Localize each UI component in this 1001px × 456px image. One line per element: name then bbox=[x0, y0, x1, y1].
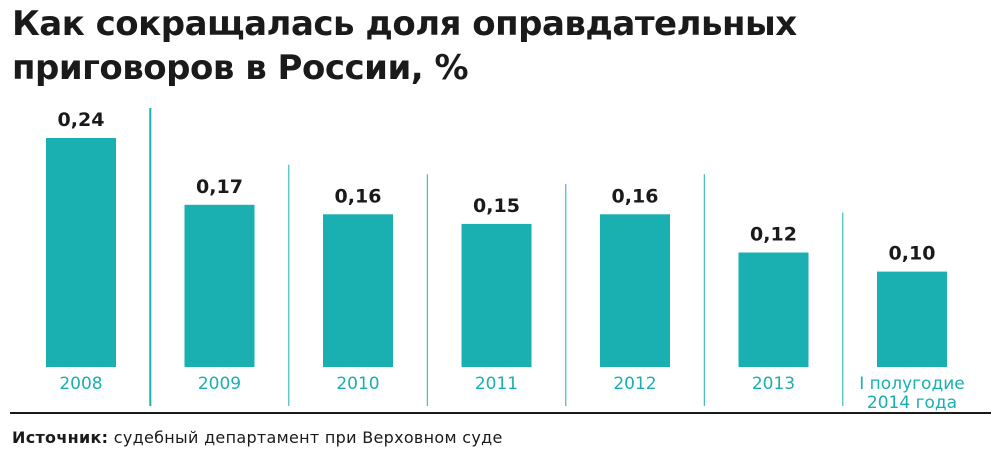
x-tick-label-3: 2011 bbox=[475, 374, 518, 394]
value-label-4: 0,16 bbox=[612, 185, 659, 207]
x-tick-label-6: I полугодие 2014 года bbox=[859, 374, 964, 413]
column-separators bbox=[149, 108, 844, 406]
x-tick-label-1: 2009 bbox=[198, 374, 241, 394]
source-label: Источник: bbox=[12, 428, 109, 447]
value-label-2: 0,16 bbox=[335, 185, 382, 207]
bars-group bbox=[46, 138, 947, 367]
bar-1 bbox=[184, 204, 255, 367]
value-label-6: 0,10 bbox=[889, 243, 936, 265]
bar-3 bbox=[461, 223, 532, 367]
x-tick-label-2: 2010 bbox=[336, 374, 379, 394]
x-tick-label-0: 2008 bbox=[59, 374, 102, 394]
x-tick-label-5: 2013 bbox=[752, 374, 795, 394]
bar-5 bbox=[738, 252, 809, 367]
source-text: судебный департамент при Верховном суде bbox=[113, 428, 503, 447]
x-tick-label-4: 2012 bbox=[613, 374, 656, 394]
chart-title: Как сокращалась доля оправдательных приг… bbox=[12, 4, 797, 88]
value-label-3: 0,15 bbox=[473, 195, 520, 217]
bar-2 bbox=[323, 214, 393, 367]
source-note: Источник: судебный департамент при Верхо… bbox=[12, 428, 503, 447]
bar-4 bbox=[600, 214, 670, 367]
value-label-5: 0,12 bbox=[750, 224, 797, 246]
value-label-0: 0,24 bbox=[58, 109, 105, 131]
x-tick-labels-group: 2008 2009 2010 2011 2012 2013 I полугодие 2014 … bbox=[59, 374, 964, 413]
bar-6 bbox=[877, 271, 947, 367]
value-labels-group: 0,24 0,17 0,16 0,15 0,16 0,12 0,10 bbox=[58, 109, 936, 265]
bar-0 bbox=[46, 138, 116, 367]
value-label-1: 0,17 bbox=[196, 176, 243, 198]
